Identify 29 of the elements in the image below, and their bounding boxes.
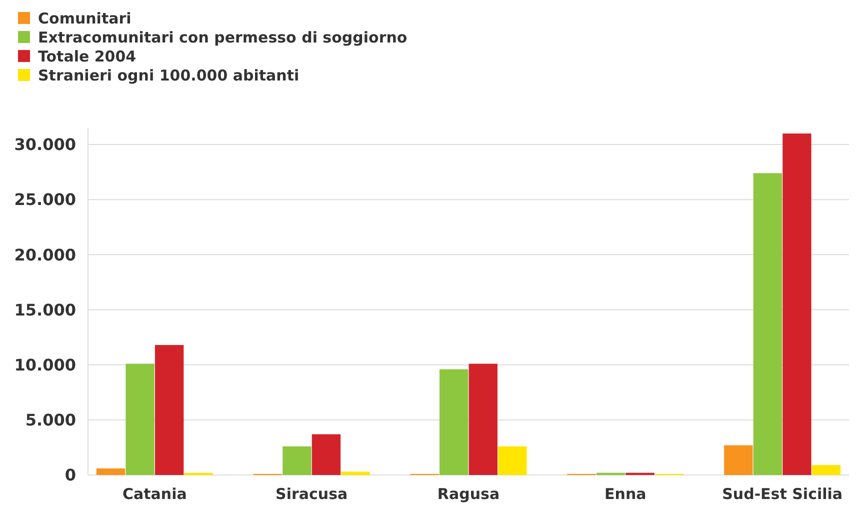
y-tick-label: 5.000 [25,410,76,430]
bar [468,364,498,475]
legend-label: Totale 2004 [38,47,136,66]
bar [126,364,154,475]
bar [440,369,468,475]
bar [312,434,341,475]
legend-label: Stranieri ogni 100.000 abitanti [38,66,300,84]
x-tick-label: Sud-Est Sicilia [722,485,843,503]
x-tick-label: Catania [122,485,187,503]
y-tick-label: 20.000 [14,245,76,264]
y-tick-label: 30.000 [14,135,76,154]
bar [96,468,126,475]
bar [724,445,753,475]
bar [498,446,527,475]
y-tick-label: 25.000 [14,190,76,210]
bar [812,465,841,475]
bar [753,173,782,475]
bar [341,472,370,475]
legend-label: Comunitari [38,9,132,28]
bar [782,134,812,475]
bar [282,446,312,475]
x-tick-label: Ragusa [437,485,500,503]
legend-label: Extracomunitari con permesso di soggiorno [38,28,408,46]
y-tick-label: 15.000 [14,300,76,320]
y-tick-label: 0 [64,466,76,485]
bar [154,345,184,475]
x-tick-label: Enna [604,485,646,503]
y-tick-label: 10.000 [14,355,76,374]
x-tick-label: Siracusa [276,485,348,503]
